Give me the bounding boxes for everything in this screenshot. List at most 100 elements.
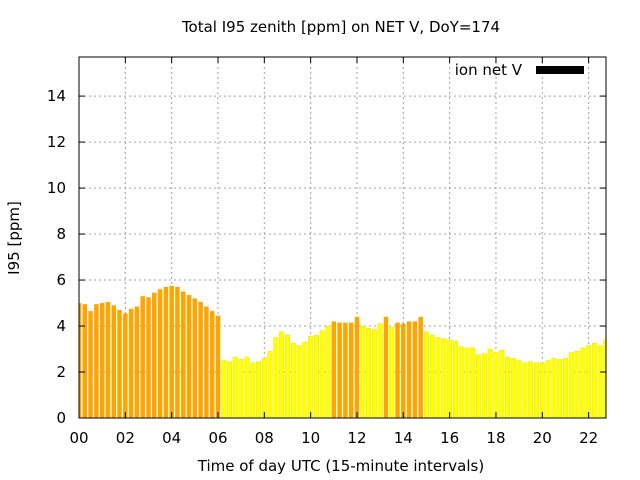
y-tick-label: 2 (56, 363, 66, 381)
bar (435, 337, 441, 419)
bar (499, 349, 505, 419)
bar (180, 291, 186, 418)
bar (580, 347, 586, 419)
bar (487, 348, 493, 419)
bar (267, 351, 273, 419)
bar (418, 316, 423, 418)
bar (331, 321, 337, 418)
bar (464, 347, 470, 419)
bar (389, 326, 395, 419)
bar (157, 289, 163, 418)
bar (198, 301, 203, 418)
bar (539, 362, 545, 419)
bar (441, 338, 447, 419)
bar (528, 361, 534, 419)
bar (343, 322, 348, 418)
bar (325, 325, 331, 419)
bar (128, 308, 134, 418)
bar (452, 340, 458, 419)
bar (186, 294, 192, 418)
x-axis-label: Time of day UTC (15-minute intervals) (197, 457, 484, 475)
bar (273, 337, 279, 419)
y-axis-label: I95 [ppm] (5, 201, 23, 275)
bar (313, 334, 319, 419)
bar (562, 357, 568, 419)
grid (79, 57, 606, 418)
bar (423, 331, 429, 419)
bar (371, 329, 377, 419)
x-tick-label: 18 (486, 429, 505, 447)
x-tick-label: 22 (579, 429, 598, 447)
y-tick-label: 4 (56, 317, 66, 335)
bar (505, 356, 511, 419)
y-tick-label: 6 (56, 271, 66, 289)
bar (510, 357, 516, 419)
bar (99, 303, 105, 418)
bar (308, 336, 314, 419)
bar (476, 354, 482, 419)
bar (568, 352, 574, 419)
legend: ion net V (455, 61, 584, 79)
bar (533, 362, 540, 419)
bar (256, 361, 262, 419)
x-tick-label: 20 (533, 429, 552, 447)
bar (227, 361, 233, 419)
bar (163, 286, 169, 418)
x-tick-label: 10 (301, 429, 320, 447)
bar (458, 346, 464, 419)
x-tick-label: 02 (116, 429, 135, 447)
bar (290, 343, 296, 419)
bar (586, 345, 592, 419)
y-tick-label: 12 (47, 133, 66, 151)
bar (215, 315, 221, 418)
bar (284, 334, 290, 419)
bar (238, 359, 244, 419)
bar (221, 360, 227, 419)
bar (597, 345, 603, 419)
bar (192, 298, 198, 418)
bar (140, 296, 145, 418)
bar (551, 357, 557, 419)
bar (470, 347, 476, 419)
y-tick-label: 0 (56, 409, 66, 427)
bar (88, 311, 93, 418)
bar (82, 304, 88, 418)
x-tick-label: 08 (255, 429, 274, 447)
bar (493, 352, 499, 419)
bar (383, 316, 389, 418)
x-tick-label: 16 (440, 429, 459, 447)
legend-label: ion net V (455, 61, 523, 79)
bar (360, 325, 366, 419)
bar (337, 322, 342, 418)
x-tick-label: 14 (394, 429, 413, 447)
bar (296, 345, 302, 419)
bars (79, 285, 607, 419)
bar (348, 322, 354, 418)
x-tick-label: 12 (347, 429, 366, 447)
chart-title: Total I95 zenith [ppm] on NET V, DoY=174 (181, 18, 500, 36)
bar (377, 323, 383, 419)
bar (401, 323, 406, 418)
bar (516, 360, 522, 419)
bar (117, 309, 122, 418)
bar (169, 285, 174, 418)
bar (395, 322, 400, 418)
bar (481, 353, 487, 419)
bar (412, 321, 418, 418)
x-tick-label: 00 (69, 429, 88, 447)
bar (209, 311, 215, 418)
bar (279, 331, 285, 419)
bar (406, 321, 412, 418)
bar (429, 334, 435, 419)
bar (105, 301, 111, 418)
bar (175, 286, 180, 418)
bar (134, 306, 140, 418)
bar (574, 351, 580, 419)
bar (366, 328, 372, 419)
bar (232, 356, 238, 419)
y-tick-label: 10 (47, 179, 66, 197)
x-tick-label: 04 (162, 429, 181, 447)
bar (545, 360, 551, 419)
bar (354, 316, 360, 418)
